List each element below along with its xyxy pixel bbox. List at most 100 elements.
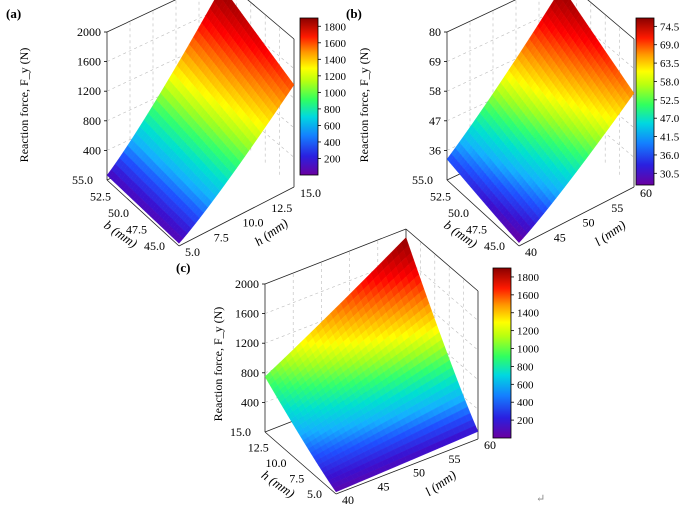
surface-patch: [176, 235, 184, 244]
axis-line: [106, 179, 180, 247]
right-axis-tick-label: 50: [583, 216, 595, 230]
grid-line: [561, 7, 635, 69]
colorbar-tick-label: 41.5: [660, 132, 680, 144]
left-axis-tick-label: 10.0: [266, 456, 287, 470]
grid-line: [221, 66, 295, 129]
grid-line: [561, 66, 635, 129]
left-axis-tick-label: 47.5: [466, 223, 487, 237]
z-tick-label: 400: [241, 395, 259, 409]
return-mark: ↵: [536, 493, 546, 505]
left-axis-tick-label: 52.5: [90, 190, 111, 204]
axis-line: [405, 228, 479, 292]
left-axis-tick-label: 15.0: [230, 425, 251, 439]
colorbar-tick-label: 200: [324, 153, 341, 165]
right-axis-tick-label: 10.0: [243, 216, 264, 230]
right-axis-tick-label: 15.0: [300, 186, 321, 200]
colorbar: [492, 267, 512, 439]
colorbar-tick-label: 47.0: [660, 113, 680, 125]
z-tick-label: 1200: [235, 336, 259, 350]
colorbar-tick-label: 1800: [517, 272, 540, 284]
left-axis-tick-label: 12.5: [248, 441, 269, 455]
left-axis-tick-label: 50.0: [108, 206, 129, 220]
z-tick-label: 2000: [77, 25, 101, 39]
right-axis-tick-label: 60: [484, 438, 496, 452]
axis-line: [264, 228, 407, 285]
axis-line: [335, 438, 479, 495]
z-tick-label: 400: [83, 143, 101, 157]
colorbar-tick-label: 800: [324, 104, 341, 116]
axis-line: [587, 0, 635, 40]
panel-label-b: (b): [346, 6, 362, 21]
axis-line: [518, 186, 635, 247]
right-axis-tick-label: 5.0: [185, 245, 200, 259]
colorbar-tick-label: 1400: [517, 308, 540, 320]
z-tick-label: 80: [429, 25, 441, 39]
grid-line: [405, 258, 479, 321]
right-axis-title: l (mm): [422, 467, 459, 499]
colorbar-tick-label: 30.5: [660, 168, 680, 180]
panel-label-a: (a): [6, 6, 22, 21]
axis-line: [178, 186, 295, 247]
right-axis-tick-label: 40: [342, 493, 354, 507]
left-axis-tick-label: 7.5: [289, 472, 304, 486]
right-axis-tick-label: 55: [611, 201, 623, 215]
colorbar-tick-label: 58.0: [660, 76, 680, 88]
axis-line: [264, 431, 337, 495]
colorbar-tick-label: 800: [517, 361, 534, 373]
grid-line: [405, 287, 479, 351]
left-axis-tick-label: 55.0: [72, 173, 93, 187]
z-tick-label: 1600: [77, 55, 101, 69]
colorbar-tick-label: 600: [324, 120, 341, 132]
left-axis-tick-label: 55.0: [412, 173, 433, 187]
z-axis-title: Reaction force, F_y (N): [17, 48, 31, 163]
axis-line: [106, 0, 177, 33]
z-tick-label: 800: [83, 114, 101, 128]
left-axis-tick-label: 47.5: [126, 223, 147, 237]
right-axis-tick-label: 60: [640, 186, 652, 200]
right-axis-tick-label: 7.5: [214, 230, 229, 244]
z-axis-title: Reaction force, F_y (N): [357, 48, 371, 163]
colorbar-tick-label: 63.5: [660, 58, 680, 70]
z-tick-label: 58: [429, 84, 441, 98]
left-axis-tick-label: 5.0: [307, 487, 322, 501]
z-tick-label: 1200: [77, 84, 101, 98]
colorbar-tick-label: 1000: [324, 87, 347, 99]
z-tick-label: 47: [429, 114, 441, 128]
grid-line: [405, 347, 479, 410]
chart-panel-2: 80 69 58 47 36 55.0 52.5 50.0 47.5 45.0 40 45 50 55 60…: [357, 0, 680, 259]
right-axis-title: l (mm): [592, 217, 629, 249]
colorbar-tick-label: 36.0: [660, 150, 680, 162]
z-tick-label: 2000: [235, 277, 259, 291]
colorbar-tick-label: 1600: [517, 290, 540, 302]
grid-line: [221, 7, 295, 69]
surface: [106, 0, 295, 244]
panel-label-c: (c): [176, 260, 191, 275]
surface: [446, 0, 635, 244]
colorbar-tick-label: 1200: [324, 71, 347, 83]
colorbar-tick-label: 600: [517, 379, 534, 391]
left-axis-tick-label: 52.5: [430, 190, 451, 204]
grid-line: [561, 96, 635, 158]
right-axis-tick-label: 55: [449, 452, 461, 466]
colorbar-tick-label: 69.0: [660, 40, 680, 52]
surface-patch: [333, 485, 342, 493]
left-axis-tick-label: 45.0: [484, 239, 505, 253]
z-axis-title: Reaction force, F_y (N): [211, 307, 225, 422]
right-axis-tick-label: 40: [525, 245, 537, 259]
z-tick-label: 69: [429, 55, 441, 69]
axis-line: [446, 0, 517, 33]
colorbar-tick-label: 400: [517, 397, 534, 409]
right-axis-tick-label: 45: [378, 479, 390, 493]
colorbar-tick-label: 1600: [324, 38, 347, 50]
colorbar-tick-label: 200: [517, 415, 534, 427]
colorbar: [635, 17, 655, 186]
chart-panel-1: 2000 1600 1200 800 400 55.0 52.5 50.0 47.5 45.0 5.…: [17, 0, 347, 259]
axis-line: [446, 179, 520, 247]
colorbar-tick-label: 74.5: [660, 21, 680, 33]
right-axis-tick-label: 12.5: [271, 201, 292, 215]
colorbar-tick-label: 1200: [517, 326, 540, 338]
axis-line: [247, 0, 295, 40]
right-axis-tick-label: 45: [554, 230, 566, 244]
colorbar-tick-label: 1400: [324, 54, 347, 66]
